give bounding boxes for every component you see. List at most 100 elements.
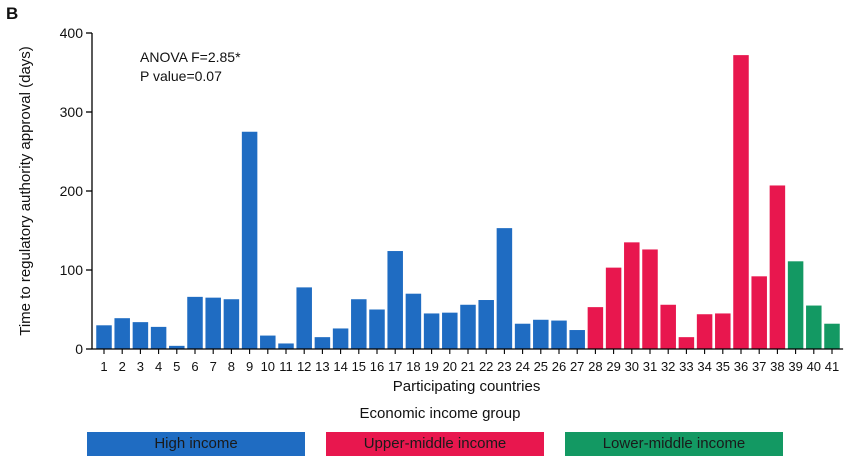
x-tick-label: 27 [570, 359, 584, 374]
x-tick-label: 11 [279, 359, 293, 374]
bar-country-41 [824, 323, 840, 349]
bar-country-33 [678, 337, 695, 349]
bar-country-20 [442, 312, 458, 349]
x-tick-label: 7 [210, 359, 217, 374]
bar-country-31 [642, 249, 658, 349]
bar-country-1 [96, 325, 112, 349]
bar-country-26 [551, 320, 567, 349]
x-tick-label: 33 [679, 359, 693, 374]
legend-title: Economic income group [359, 405, 521, 422]
bar-country-27 [569, 330, 585, 349]
y-tick-label: 100 [60, 262, 84, 278]
bar-country-23 [496, 228, 513, 349]
x-tick-label: 40 [807, 359, 821, 374]
bar-country-34 [696, 314, 713, 349]
bar-country-9 [241, 131, 258, 349]
y-tick-label: 200 [60, 183, 84, 199]
x-tick-label: 24 [515, 359, 529, 374]
bar-country-28 [587, 307, 604, 349]
bar-country-38 [769, 185, 786, 349]
x-tick-label: 12 [297, 359, 311, 374]
legend-upper-middle-income: Upper-middle income [326, 432, 544, 456]
bar-country-19 [423, 313, 440, 349]
bars [96, 55, 840, 350]
x-tick-label: 28 [588, 359, 602, 374]
x-tick-label: 37 [752, 359, 766, 374]
x-tick-label: 29 [606, 359, 620, 374]
y-axis: 0 100 200 300 400 [60, 25, 93, 357]
x-tick-label: 25 [534, 359, 548, 374]
legend-lower-middle-income: Lower-middle income [565, 432, 783, 456]
x-tick-label: 15 [352, 359, 366, 374]
x-tick-label: 30 [625, 359, 639, 374]
bar-country-3 [132, 322, 149, 349]
anova-annotation: ANOVA F=2.85* P value=0.07 [140, 48, 241, 86]
bar-country-5 [169, 345, 185, 349]
x-tick-label: 38 [770, 359, 784, 374]
bar-country-24 [514, 323, 531, 349]
bar-country-22 [478, 300, 494, 349]
bar-country-29 [605, 267, 622, 349]
bar-country-37 [751, 276, 767, 349]
x-tick-label: 31 [643, 359, 657, 374]
bar-country-16 [369, 309, 385, 349]
x-tick-label: 6 [191, 359, 198, 374]
bar-country-8 [223, 299, 240, 349]
x-tick-label: 41 [825, 359, 839, 374]
bar-country-2 [114, 318, 130, 349]
x-tick-label: 39 [788, 359, 802, 374]
bar-country-14 [332, 328, 349, 349]
bar-country-15 [351, 299, 367, 349]
x-tick-label: 34 [697, 359, 711, 374]
x-axis: 1 2 3 4 5 6 7 8 9 10 11 12 13 14 15 16 17 18 19 20 21 22 23 24 2… [92, 348, 844, 374]
x-tick-label: 36 [734, 359, 748, 374]
legend-high-income: High income [87, 432, 305, 456]
bar-country-7 [205, 297, 221, 349]
x-tick-label: 1 [100, 359, 107, 374]
x-tick-label: 22 [479, 359, 493, 374]
anova-statistic: ANOVA F=2.85* [140, 49, 241, 65]
x-tick-label: 21 [461, 359, 475, 374]
x-tick-label: 20 [443, 359, 457, 374]
bar-country-12 [296, 287, 312, 349]
panel-label: B [6, 4, 19, 23]
y-tick-label: 400 [60, 25, 84, 41]
x-tick-label: 32 [661, 359, 675, 374]
x-tick-label: 9 [246, 359, 253, 374]
x-tick-label: 5 [173, 359, 180, 374]
bar-country-21 [460, 304, 476, 349]
bar-country-6 [187, 296, 203, 349]
x-tick-label: 23 [497, 359, 511, 374]
bar-country-10 [260, 335, 276, 349]
y-tick-label: 300 [60, 104, 84, 120]
bar-country-25 [533, 319, 549, 349]
bar-country-4 [150, 326, 167, 349]
bar-country-18 [405, 293, 422, 349]
bar-country-30 [624, 242, 640, 349]
p-value: P value=0.07 [140, 68, 222, 84]
x-axis-label: Participating countries [393, 378, 541, 395]
y-tick-label: 0 [75, 341, 83, 357]
x-tick-label: 26 [552, 359, 566, 374]
x-tick-label: 17 [388, 359, 402, 374]
bar-country-36 [733, 55, 749, 350]
bar-country-17 [387, 251, 403, 349]
x-tick-label: 18 [406, 359, 420, 374]
x-tick-label: 13 [315, 359, 329, 374]
x-tick-label: 16 [370, 359, 384, 374]
bar-country-35 [715, 313, 731, 349]
x-tick-label: 14 [333, 359, 347, 374]
x-tick-label: 10 [261, 359, 275, 374]
x-tick-label: 4 [155, 359, 162, 374]
bar-country-32 [660, 304, 676, 349]
x-tick-label: 19 [424, 359, 438, 374]
x-tick-label: 35 [716, 359, 730, 374]
y-axis-label: Time to regulatory authority approval (d… [17, 46, 34, 336]
bar-country-40 [806, 305, 822, 349]
x-tick-label: 8 [228, 359, 235, 374]
bar-country-11 [278, 343, 294, 349]
x-tick-label: 2 [119, 359, 126, 374]
bar-country-13 [314, 337, 331, 349]
bar-country-39 [787, 261, 804, 349]
